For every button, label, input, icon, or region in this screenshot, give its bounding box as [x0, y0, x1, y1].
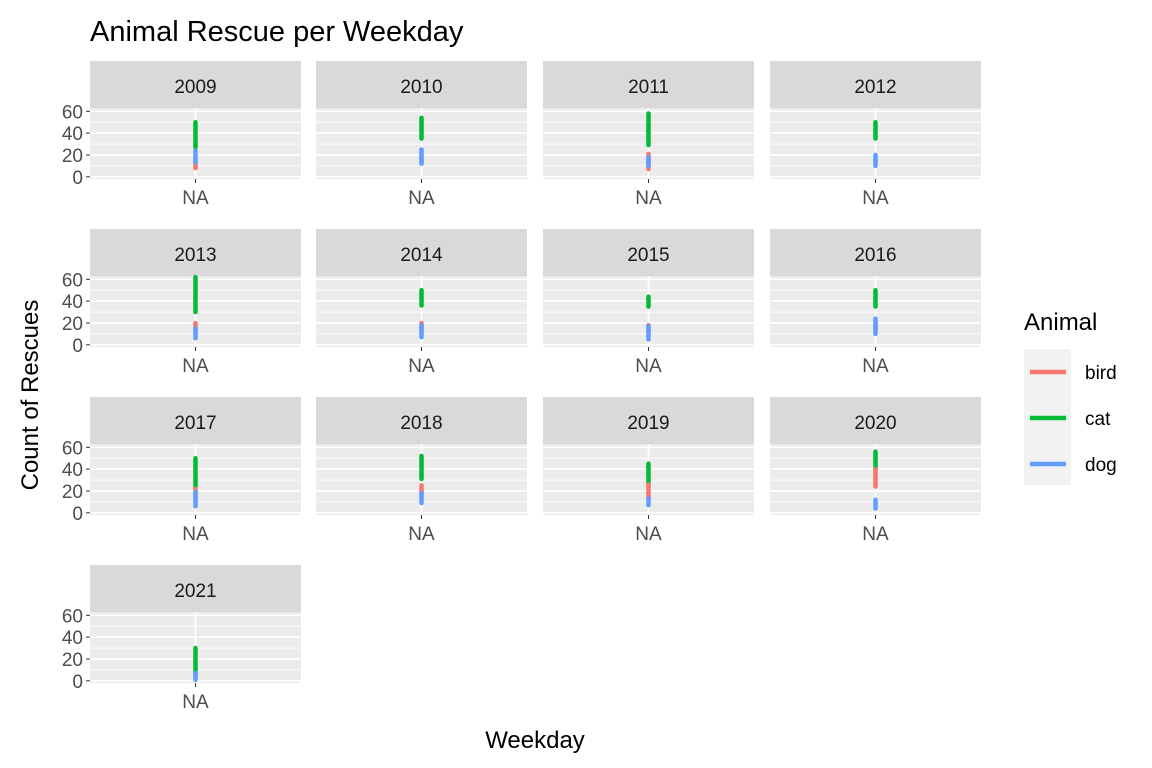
x-tick-label: NA [862, 356, 889, 377]
facet-strip-label: 2010 [400, 77, 442, 98]
y-tick-label: 40 [62, 292, 83, 313]
facet-strip [90, 229, 301, 276]
facet-strip [316, 61, 527, 108]
facet-strip-label: 2020 [854, 413, 896, 434]
x-tick-label: NA [182, 356, 209, 377]
facet-panel-2016: 2016 NA [770, 229, 981, 377]
facet-strip-label: 2019 [627, 413, 669, 434]
x-tick-label: NA [635, 356, 662, 377]
chart-title: Animal Rescue per Weekday [90, 16, 464, 48]
y-tick-label: 0 [72, 336, 83, 357]
legend: Animal bird cat dog [1024, 309, 1117, 485]
x-axis-title: Weekday [485, 727, 585, 754]
facet-strip [316, 397, 527, 444]
facet-strip-label: 2013 [174, 245, 216, 266]
facet-strip [770, 61, 981, 108]
facet-panel-2019: 2019 NA [543, 397, 754, 545]
x-tick-label: NA [635, 524, 662, 545]
legend-title: Animal [1024, 309, 1097, 336]
facet-strip-label: 2017 [174, 413, 216, 434]
x-tick-label: NA [408, 524, 435, 545]
x-tick-label: NA [862, 188, 889, 209]
facet-strip [90, 397, 301, 444]
facet-strip [543, 397, 754, 444]
x-tick-label: NA [408, 356, 435, 377]
facet-strip-label: 2014 [400, 245, 443, 266]
y-tick-label: 60 [62, 438, 83, 459]
facet-panel-2010: 2010 NA [316, 61, 527, 209]
y-tick-label: 0 [72, 672, 83, 693]
facet-strip-label: 2018 [400, 413, 442, 434]
y-tick-label: 60 [62, 270, 83, 291]
x-tick-label: NA [862, 524, 889, 545]
y-tick-label: 40 [62, 460, 83, 481]
y-tick-label: 0 [72, 168, 83, 189]
facet-strip-label: 2009 [174, 77, 216, 98]
x-tick-label: NA [182, 692, 209, 713]
facet-panels: 20090204060NA2010NA2011NA2012NA201302040… [62, 61, 981, 713]
facet-strip-label: 2016 [854, 245, 896, 266]
facet-strip [90, 61, 301, 108]
y-axis-title: Count of Rescues [17, 300, 44, 491]
facet-strip [770, 229, 981, 276]
facet-strip-label: 2012 [854, 77, 896, 98]
y-tick-label: 60 [62, 606, 83, 627]
facet-strip-label: 2021 [174, 581, 216, 602]
x-tick-label: NA [182, 524, 209, 545]
facet-panel-2014: 2014 NA [316, 229, 527, 377]
y-tick-label: 40 [62, 124, 83, 145]
facet-panel-2018: 2018 NA [316, 397, 527, 545]
facet-strip [770, 397, 981, 444]
facet-strip-label: 2015 [627, 245, 669, 266]
facet-panel-2020: 2020 NA [770, 397, 981, 545]
facet-panel-2012: 2012 NA [770, 61, 981, 209]
x-tick-label: NA [635, 188, 662, 209]
y-tick-label: 20 [62, 650, 83, 671]
legend-label-bird: bird [1085, 363, 1117, 384]
legend-label-cat: cat [1085, 409, 1111, 430]
facet-strip [90, 565, 301, 612]
y-tick-label: 60 [62, 102, 83, 123]
y-tick-label: 20 [62, 482, 83, 503]
legend-label-dog: dog [1085, 455, 1117, 476]
facet-strip [316, 229, 527, 276]
facet-panel-2011: 2011 NA [543, 61, 754, 209]
facet-panel-2015: 2015 NA [543, 229, 754, 377]
y-tick-label: 0 [72, 504, 83, 525]
y-tick-label: 20 [62, 314, 83, 335]
facet-strip [543, 229, 754, 276]
x-tick-label: NA [182, 188, 209, 209]
facet-strip-label: 2011 [628, 77, 669, 98]
y-tick-label: 40 [62, 628, 83, 649]
y-tick-label: 20 [62, 146, 83, 167]
x-tick-label: NA [408, 188, 435, 209]
facet-strip [543, 61, 754, 108]
